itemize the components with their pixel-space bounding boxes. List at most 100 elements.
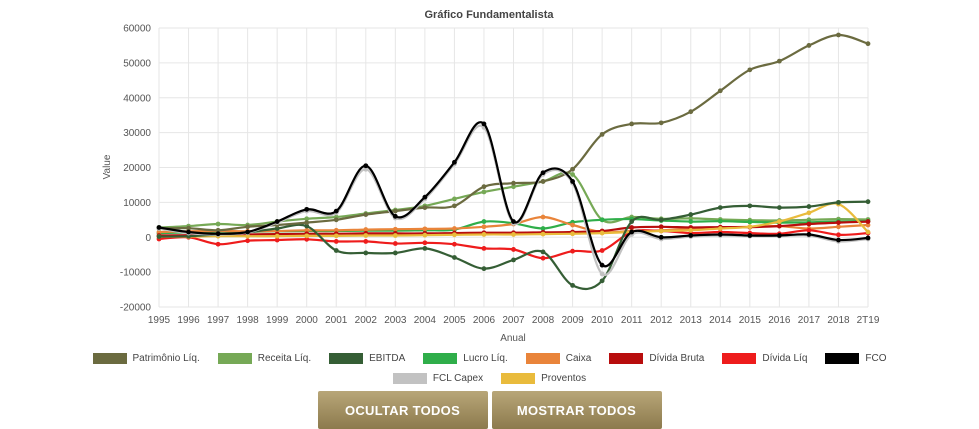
data-point: [304, 233, 310, 239]
data-point: [422, 232, 428, 238]
legend-label: Dívida Líq: [762, 352, 808, 364]
data-point: [599, 230, 605, 236]
x-tick-label: 1997: [207, 315, 230, 326]
x-tick-label: 2014: [709, 315, 732, 326]
legend-swatch: [217, 352, 252, 364]
data-point: [865, 222, 871, 228]
data-point: [540, 226, 546, 231]
show-all-button[interactable]: MOSTRAR TODOS: [491, 391, 662, 429]
data-point: [274, 237, 280, 243]
data-point: [511, 184, 516, 190]
x-tick-label: 1996: [177, 315, 200, 326]
data-point: [599, 271, 605, 277]
data-point: [215, 241, 221, 247]
legend-swatch: [825, 352, 860, 364]
data-point: [658, 224, 664, 230]
data-point: [629, 219, 635, 224]
legend-row: FCL Capex Proventos: [0, 368, 979, 388]
legend-item[interactable]: Dívida Líq: [722, 352, 808, 364]
data-point: [806, 43, 812, 48]
x-tick-label: 2006: [473, 315, 496, 326]
x-tick-label: 2T19: [857, 315, 880, 326]
legend-item[interactable]: Proventos: [501, 372, 587, 384]
x-tick-label: 2015: [739, 315, 762, 326]
data-point: [747, 233, 753, 238]
y-tick-label: 50000: [123, 58, 151, 69]
x-tick-label: 2009: [561, 315, 584, 326]
data-point: [806, 210, 812, 216]
data-point: [629, 229, 635, 235]
legend-item[interactable]: EBITDA: [329, 352, 406, 364]
data-point: [540, 249, 546, 255]
data-point: [570, 248, 575, 254]
data-point: [836, 199, 841, 205]
legend-swatch: [609, 352, 644, 364]
data-point: [599, 131, 605, 137]
x-tick-label: 2003: [384, 315, 407, 326]
data-point: [452, 255, 457, 260]
data-point: [333, 208, 339, 214]
data-point: [540, 179, 546, 184]
data-point: [806, 227, 812, 233]
data-point: [776, 205, 782, 211]
y-axis-ticks: -20000 -10000 0 10000 20000 30000 40000 50000 60…: [120, 24, 152, 314]
data-point: [304, 216, 310, 222]
legend-item[interactable]: Dívida Bruta: [609, 352, 705, 364]
y-tick-label: -20000: [120, 303, 152, 314]
button-bar: OCULTAR TODOS MOSTRAR TODOS: [0, 391, 979, 429]
legend-label: Dívida Bruta: [649, 352, 705, 364]
data-point: [481, 246, 487, 251]
data-point: [452, 159, 457, 165]
data-point: [599, 248, 605, 253]
data-point: [865, 229, 871, 235]
x-tick-label: 2011: [621, 315, 643, 326]
data-point: [511, 247, 516, 252]
data-point: [570, 222, 575, 228]
data-point: [747, 224, 753, 230]
data-point: [836, 232, 841, 238]
data-point: [215, 221, 221, 227]
x-tick-label: 2007: [502, 315, 525, 326]
data-point: [836, 224, 841, 230]
data-point: [363, 250, 369, 256]
y-axis-label: Value: [102, 154, 113, 179]
data-point: [776, 58, 782, 64]
data-point: [717, 205, 723, 211]
data-point: [688, 219, 694, 224]
data-point: [511, 232, 516, 237]
data-point: [688, 109, 694, 115]
data-point: [658, 120, 664, 126]
legend-item[interactable]: FCO: [825, 352, 887, 364]
data-point: [836, 32, 841, 38]
y-tick-label: 20000: [123, 163, 151, 174]
legend-item[interactable]: Lucro Líq.: [423, 352, 508, 364]
legend-label: Proventos: [541, 372, 587, 384]
data-point: [422, 194, 428, 200]
data-point: [274, 226, 280, 231]
data-point: [806, 204, 812, 209]
legend-label: EBITDA: [369, 352, 406, 364]
data-point: [452, 232, 457, 238]
data-point: [717, 226, 723, 231]
series-2: [156, 199, 871, 291]
data-point: [274, 233, 280, 239]
data-point: [422, 205, 428, 211]
data-point: [658, 228, 664, 234]
data-point: [304, 220, 310, 226]
data-point: [688, 227, 694, 233]
data-point: [747, 203, 753, 209]
legend-item[interactable]: Caixa: [525, 352, 592, 364]
data-point: [215, 227, 221, 233]
data-point: [422, 240, 428, 246]
x-tick-label: 2001: [325, 315, 348, 326]
legend-item[interactable]: Patrimônio Líq.: [92, 352, 200, 364]
hide-all-button[interactable]: OCULTAR TODOS: [317, 391, 488, 429]
data-point: [156, 229, 162, 235]
legend-item[interactable]: Receita Líq.: [217, 352, 311, 364]
x-tick-label: 2018: [827, 315, 850, 326]
chart-legend: Patrimônio Líq. Receita Líq. EBITDA Lucro L…: [0, 348, 979, 388]
legend-label: Caixa: [565, 352, 592, 364]
legend-item[interactable]: FCL Capex: [392, 372, 483, 384]
x-tick-label: 2002: [355, 315, 378, 326]
legend-row: Patrimônio Líq. Receita Líq. EBITDA Lucro L…: [0, 348, 979, 368]
